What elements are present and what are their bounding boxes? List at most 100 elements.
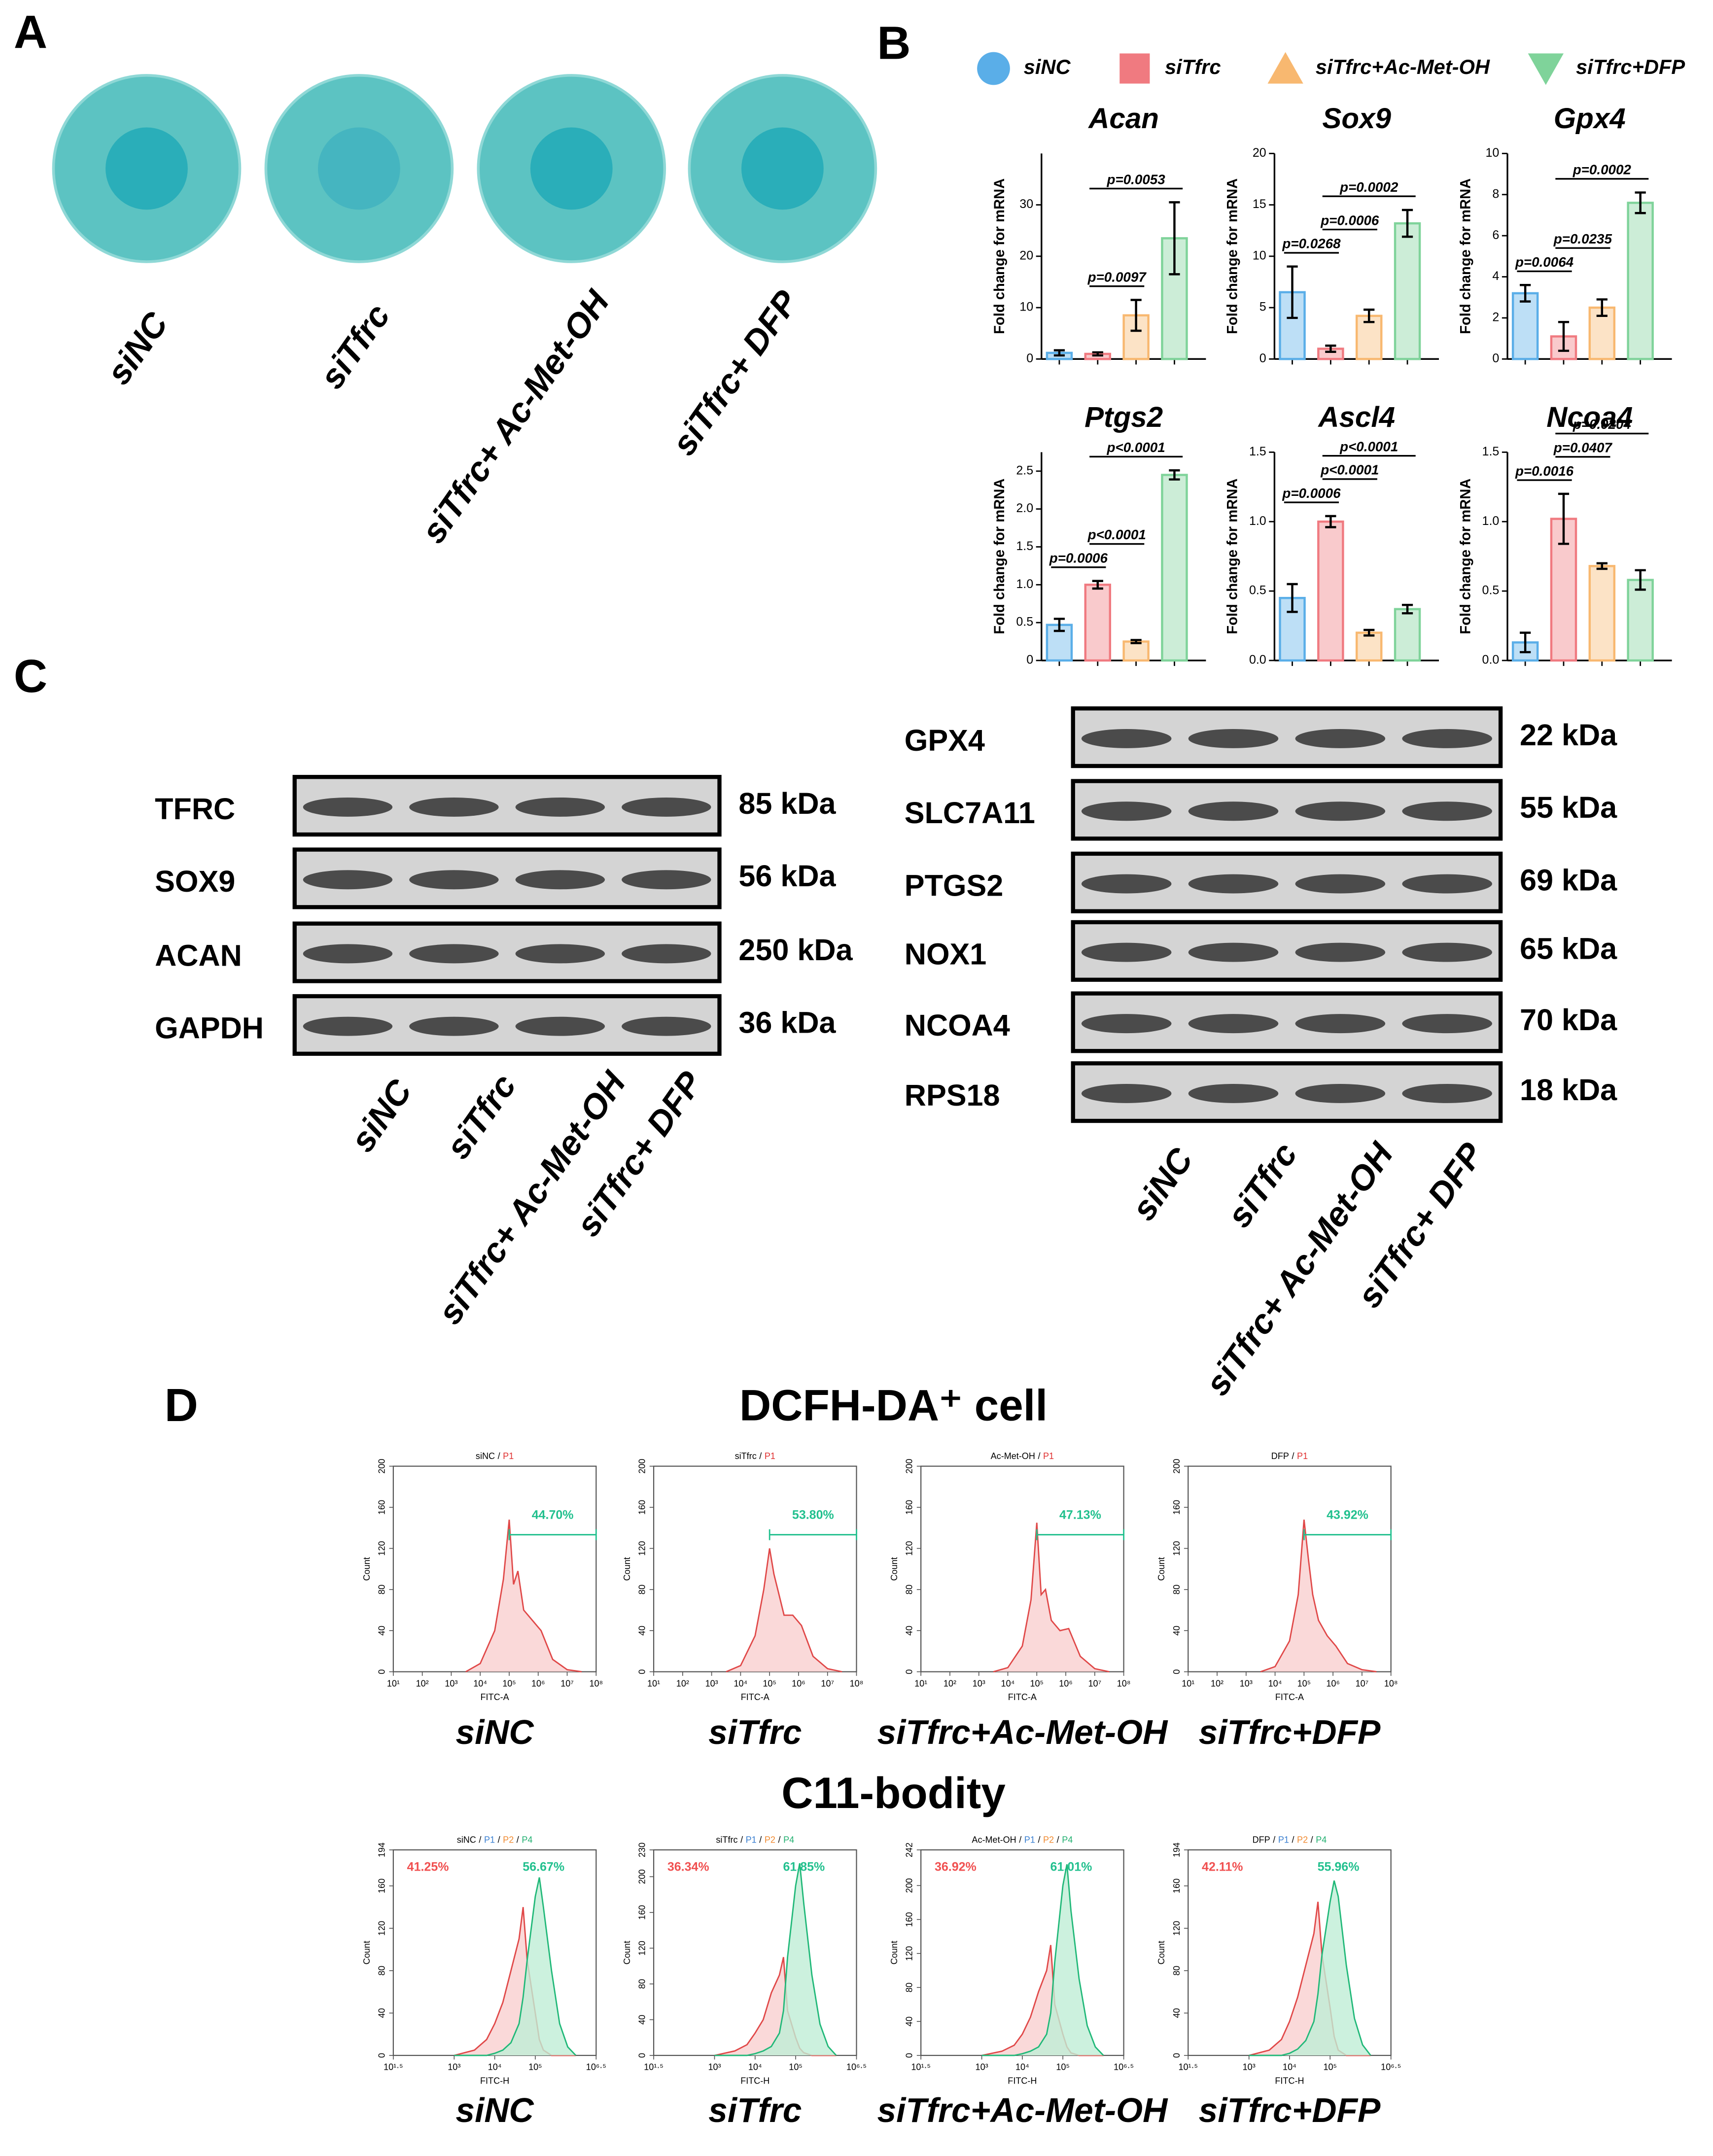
x-tick-label: 10¹	[914, 1678, 927, 1688]
y-tick-label: 1.5	[1249, 445, 1266, 458]
histogram-area	[1260, 1519, 1377, 1672]
x-tick-label: 10⁶·⁵	[586, 2062, 606, 2072]
size-label: 55 kDa	[1520, 791, 1617, 824]
blot-band	[1402, 1083, 1492, 1103]
histogram-area	[465, 1519, 582, 1672]
bar	[1122, 640, 1150, 662]
gate-name: P2	[765, 1835, 775, 1844]
gate-name: P4	[522, 1835, 532, 1844]
blot-band	[1081, 801, 1172, 821]
y-tick-label: 80	[1172, 1966, 1182, 1976]
x-tick-label: 10⁴	[1001, 1678, 1015, 1688]
y-tick-label: 0	[1026, 653, 1033, 667]
error-bar	[1596, 562, 1608, 570]
gate-separator: /	[1292, 1451, 1294, 1461]
x-tick-label: 10²	[676, 1678, 689, 1688]
y-tick-label: 5	[1259, 300, 1266, 314]
blot-band	[1295, 874, 1386, 894]
x-tick-label: 10³	[973, 1678, 985, 1688]
x-tick-label: 10⁸	[1117, 1678, 1131, 1688]
gate	[508, 1529, 597, 1540]
plot-title-name: siTfrc	[716, 1835, 737, 1844]
y-tick-label: 0.0	[1482, 653, 1500, 667]
annotation-label: p=0.0407	[1553, 440, 1613, 455]
y-tick-label: 160	[637, 1500, 647, 1515]
x-tick-label: 10⁸	[1384, 1678, 1398, 1688]
y-tick-label: 200	[905, 1878, 914, 1893]
x-tick-label: 10⁵	[502, 1678, 516, 1688]
x-tick-label: 10⁵	[1030, 1678, 1044, 1688]
gate-name: P1	[1297, 1451, 1308, 1461]
annotation-label: p=0.0006	[1049, 550, 1108, 565]
sample-caption: siNC	[455, 2091, 534, 2129]
y-tick-label: 8	[1492, 187, 1499, 201]
blot-band	[1081, 874, 1172, 894]
y-tick-label: 120	[905, 1541, 914, 1556]
size-label: 69 kDa	[1520, 863, 1617, 897]
legend-marker	[1528, 53, 1564, 85]
size-label: 36 kDa	[738, 1006, 836, 1040]
annotation-label: p<0.0001	[1107, 440, 1165, 455]
y-axis-label: Fold change for mRNA	[1458, 479, 1473, 634]
y-axis-label: Fold change for mRNA	[992, 178, 1008, 334]
protein-label: NOX1	[905, 938, 987, 971]
y-axis-label: Fold change for mRNA	[992, 479, 1008, 634]
y-tick-label: 15	[1253, 197, 1266, 211]
x-axis-label: FITC-A	[481, 1692, 509, 1702]
plot-title: siTfrc / P1	[735, 1451, 775, 1461]
protein-label: NCOA4	[905, 1008, 1010, 1042]
error-bar	[1287, 583, 1298, 613]
plot-title-name: siTfrc	[735, 1451, 757, 1461]
annotation-label: p=0.0016	[1515, 463, 1574, 479]
x-axis-label: FITC-H	[480, 2076, 509, 2086]
blot-band	[1402, 874, 1492, 894]
chart-title: Acan	[1087, 103, 1159, 135]
plot-title-name: DFP	[1253, 1835, 1270, 1844]
x-tick-label: 10⁷	[560, 1678, 574, 1688]
y-axis-label: Count	[362, 1557, 372, 1581]
blot-band	[303, 870, 393, 890]
percent-label: 61.85%	[783, 1860, 825, 1874]
blot-band	[303, 1016, 393, 1036]
error-bar	[1325, 515, 1336, 528]
blot-band	[515, 797, 605, 817]
x-axis-label: FITC-A	[1275, 1692, 1304, 1702]
blot-band	[1402, 942, 1492, 962]
x-tick-label: 10⁸	[589, 1678, 603, 1688]
y-axis-label: Count	[1156, 1941, 1166, 1964]
error-bar	[1635, 569, 1646, 591]
blot-band	[1402, 729, 1492, 748]
chart-title: Ascl4	[1317, 401, 1395, 433]
y-tick-label: 40	[905, 2017, 914, 2026]
x-tick-label: 10⁷	[1088, 1678, 1102, 1688]
percent-label: 36.92%	[935, 1860, 977, 1874]
blot-band	[622, 944, 711, 964]
error-bar	[1401, 209, 1413, 238]
y-tick-label: 20	[1019, 248, 1033, 262]
y-tick-label: 20	[1253, 146, 1266, 160]
y-tick-label: 40	[377, 2008, 386, 2018]
histogram-area	[1249, 1880, 1371, 2055]
legend-label: siTfrc+DFP	[1576, 55, 1685, 78]
blot-band	[1402, 801, 1492, 821]
x-tick-label: 10⁶	[1059, 1678, 1073, 1688]
cell-pellet	[741, 127, 824, 210]
chart-title: Gpx4	[1554, 103, 1626, 135]
y-tick-label: 160	[1172, 1500, 1182, 1515]
gate-separator: /	[498, 1451, 501, 1461]
x-tick-label: 10²	[1211, 1678, 1224, 1688]
bar	[1394, 608, 1421, 662]
y-tick-label: 200	[637, 1869, 647, 1884]
x-tick-label: 10³	[705, 1678, 718, 1688]
blot-band	[1295, 1083, 1386, 1103]
blot-band	[409, 870, 499, 890]
histogram-area	[454, 1877, 576, 2055]
error-bar	[1092, 351, 1103, 357]
blot-band	[409, 944, 499, 964]
sample-caption: siTfrc+DFP	[1199, 2091, 1381, 2129]
plot-title: DFP / P1/P2/P4	[1253, 1835, 1327, 1844]
y-tick-label: 1.0	[1249, 514, 1266, 528]
x-tick-label: 10³	[448, 2062, 460, 2072]
x-tick-label: 10⁶	[531, 1678, 545, 1688]
